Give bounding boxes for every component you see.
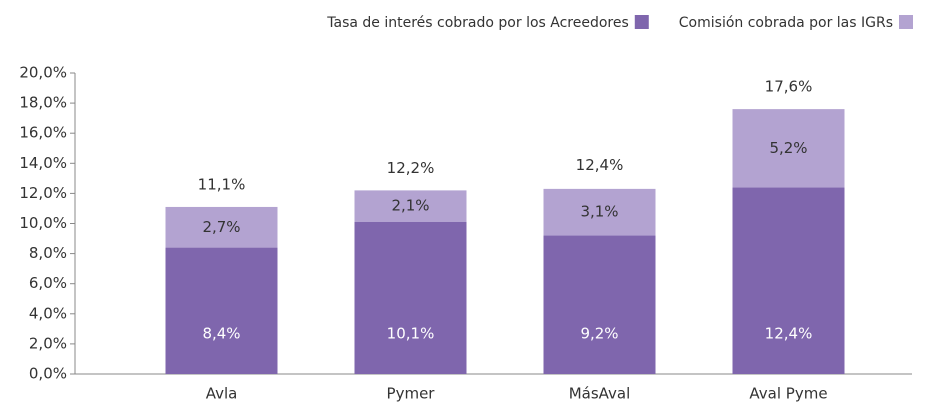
- x-tick-label: Aval Pyme: [749, 385, 827, 403]
- bar-segment: [543, 235, 656, 374]
- bar-value-label: 8,4%: [202, 325, 240, 343]
- bar-value-label: 2,1%: [391, 197, 429, 215]
- y-tick-label: 4,0%: [29, 304, 67, 322]
- bar-value-label: 2,7%: [202, 218, 240, 236]
- total-label: 12,4%: [576, 156, 624, 174]
- bar-value-label: 9,2%: [580, 325, 618, 343]
- y-tick-label: 14,0%: [19, 154, 67, 172]
- y-tick-label: 6,0%: [29, 274, 67, 292]
- bar-value-label: 3,1%: [580, 203, 618, 221]
- legend-label: Comisión cobrada por las IGRs: [679, 15, 893, 31]
- bar-segment: [732, 187, 845, 374]
- bar-value-label: 5,2%: [769, 139, 807, 157]
- bar-segment: [354, 221, 467, 374]
- total-label: 17,6%: [765, 78, 813, 96]
- bar-segment: [354, 190, 467, 222]
- bar-value-label: 12,4%: [765, 325, 813, 343]
- y-tick-label: 20,0%: [19, 64, 67, 82]
- x-tick-label: MásAval: [569, 385, 631, 403]
- y-tick-label: 10,0%: [19, 214, 67, 232]
- bar-segment: [165, 247, 278, 374]
- y-tick-label: 8,0%: [29, 244, 67, 262]
- y-tick-label: 12,0%: [19, 184, 67, 202]
- total-label: 11,1%: [198, 175, 246, 193]
- y-tick-label: 18,0%: [19, 94, 67, 112]
- x-tick-label: Avla: [206, 385, 238, 403]
- x-tick-label: Pymer: [387, 385, 436, 403]
- legend-label: Tasa de interés cobrado por los Acreedor…: [326, 15, 629, 31]
- bar-segment: [165, 206, 278, 248]
- total-label: 12,2%: [387, 159, 435, 177]
- bar-segment: [732, 109, 845, 188]
- legend-swatch: [634, 15, 649, 29]
- bar-segment: [543, 188, 656, 236]
- y-tick-label: 2,0%: [29, 334, 67, 352]
- y-tick-label: 0,0%: [29, 365, 67, 383]
- legend-swatch: [899, 15, 913, 29]
- y-tick-label: 16,0%: [19, 124, 67, 142]
- bar-value-label: 10,1%: [387, 325, 435, 343]
